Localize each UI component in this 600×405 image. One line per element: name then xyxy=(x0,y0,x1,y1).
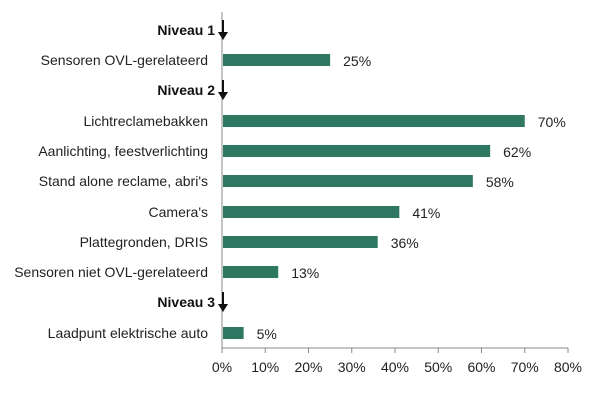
bar xyxy=(223,236,378,248)
value-label: 36% xyxy=(391,235,419,251)
down-arrow-icon xyxy=(218,292,228,312)
bars-layer xyxy=(223,54,525,339)
category-label: Sensoren niet OVL-gerelateerd xyxy=(14,264,208,280)
category-label: Plattegronden, DRIS xyxy=(80,234,208,250)
x-tick-label: 40% xyxy=(381,359,409,375)
axis-layer: 0% 10% 20% 30% 40% 50% 60% 70% 80% xyxy=(212,12,582,375)
value-label: 25% xyxy=(343,53,371,69)
x-tick-label: 10% xyxy=(251,359,279,375)
bar xyxy=(223,115,525,127)
category-label: Laadpunt elektrische auto xyxy=(48,325,209,341)
group-heading: Niveau 3 xyxy=(157,294,215,310)
value-label: 58% xyxy=(486,174,514,190)
value-label: 41% xyxy=(412,205,440,221)
bar xyxy=(223,206,400,218)
bar xyxy=(223,327,244,339)
value-label: 5% xyxy=(257,326,277,342)
x-tick-label: 20% xyxy=(294,359,322,375)
bar xyxy=(223,54,331,66)
value-label: 13% xyxy=(291,265,319,281)
x-tick-label: 60% xyxy=(467,359,495,375)
value-label: 70% xyxy=(538,114,566,130)
bar xyxy=(223,145,491,157)
x-tick-label: 0% xyxy=(212,359,232,375)
x-tick-label: 50% xyxy=(424,359,452,375)
category-label: Stand alone reclame, abri's xyxy=(39,173,208,189)
x-tick-label: 80% xyxy=(554,359,582,375)
x-tick-label: 30% xyxy=(338,359,366,375)
bar xyxy=(223,175,473,187)
category-label: Lichtreclamebakken xyxy=(83,113,208,129)
labels-layer: Niveau 1 Sensoren OVL-gerelateerd 25% Nivea… xyxy=(14,20,566,342)
group-heading: Niveau 2 xyxy=(157,82,215,98)
down-arrow-icon xyxy=(218,20,228,40)
x-tick-label: 70% xyxy=(511,359,539,375)
category-label: Camera's xyxy=(149,204,208,220)
category-label: Sensoren OVL-gerelateerd xyxy=(41,52,208,68)
bar xyxy=(223,266,279,278)
down-arrow-icon xyxy=(218,80,228,100)
value-label: 62% xyxy=(503,144,531,160)
category-label: Aanlichting, feestverlichting xyxy=(38,143,208,159)
group-heading: Niveau 1 xyxy=(157,22,215,38)
